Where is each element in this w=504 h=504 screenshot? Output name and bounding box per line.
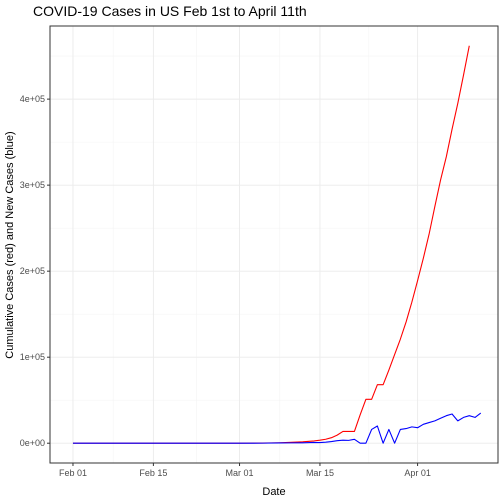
grid bbox=[50, 26, 498, 463]
y-tick-label: 2e+05 bbox=[20, 266, 45, 276]
panel-border bbox=[49, 25, 499, 464]
new-cases-line bbox=[72, 412, 482, 444]
x-tick-label: Mar 01 bbox=[226, 468, 254, 478]
chart-title: COVID-19 Cases in US Feb 1st to April 11… bbox=[33, 3, 307, 19]
series-lines bbox=[72, 45, 482, 444]
y-axis-title: Cumulative Cases (red) and New Cases (bl… bbox=[4, 131, 16, 358]
x-tick-label: Apr 01 bbox=[404, 468, 431, 478]
x-tick-label: Mar 15 bbox=[306, 468, 334, 478]
x-axis-title: Date bbox=[262, 486, 285, 498]
x-tick-label: Feb 01 bbox=[59, 468, 87, 478]
y-tick-label: 4e+05 bbox=[20, 94, 45, 104]
y-tick-label: 1e+05 bbox=[20, 352, 45, 362]
y-tick-label: 3e+05 bbox=[20, 180, 45, 190]
y-tick-label: 0e+00 bbox=[20, 438, 45, 448]
axis-ticks: Feb 01 Feb 15 Mar 01 Mar 15 Apr 01 0e+00 1e+05… bbox=[20, 94, 431, 478]
cumulative-cases-line bbox=[72, 45, 470, 444]
x-tick-label: Feb 15 bbox=[139, 468, 167, 478]
